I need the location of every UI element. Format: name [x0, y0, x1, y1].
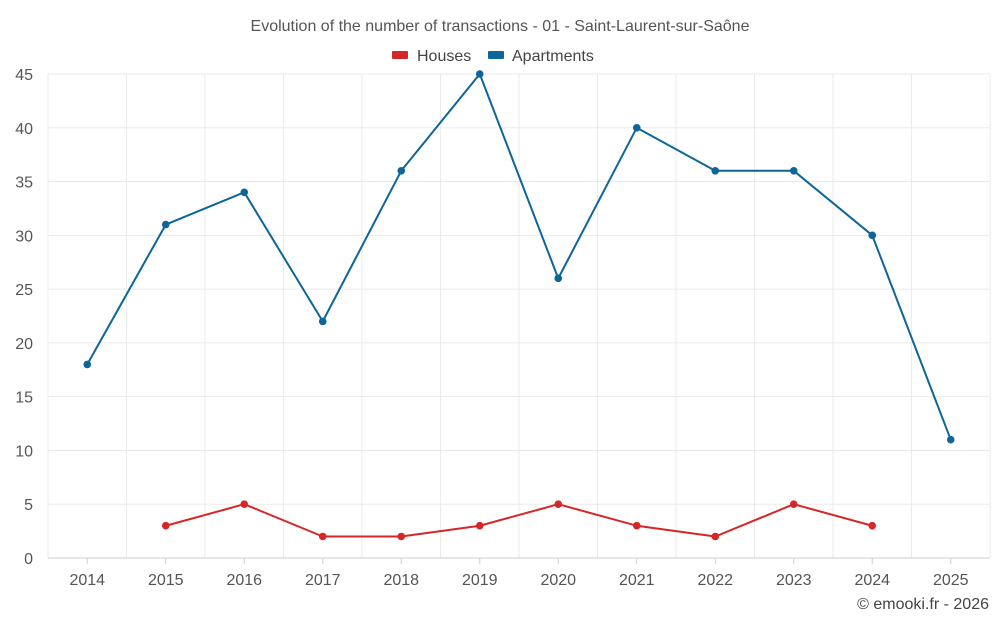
x-tick-label: 2024 — [854, 572, 890, 589]
plot-area — [83, 70, 955, 541]
y-tick-label: 15 — [15, 390, 33, 407]
y-tick-label: 45 — [15, 67, 33, 84]
data-point-apartments — [161, 220, 170, 229]
data-point-apartments — [554, 274, 563, 283]
grid — [47, 73, 991, 564]
x-tick-label: 2015 — [148, 572, 184, 589]
data-point-houses — [554, 500, 563, 509]
data-point-houses — [868, 521, 877, 530]
x-tick-label: 2021 — [619, 572, 655, 589]
x-tick-label: 2020 — [540, 572, 576, 589]
x-tick-label: 2022 — [697, 572, 733, 589]
data-point-apartments — [397, 167, 406, 175]
data-point-houses — [318, 532, 327, 541]
series-line-houses — [165, 503, 873, 538]
y-tick-label: 20 — [15, 336, 33, 353]
x-tick-label: 2017 — [305, 572, 341, 589]
x-tick-label: 2025 — [933, 572, 969, 589]
y-tick-label: 35 — [15, 175, 33, 192]
data-point-houses — [475, 521, 484, 530]
series-line-apartments — [86, 73, 952, 441]
y-tick-label: 40 — [15, 121, 33, 138]
data-point-apartments — [632, 123, 641, 132]
data-point-apartments — [789, 167, 798, 175]
y-tick-label: 30 — [15, 228, 33, 245]
credit-text: © emooki.fr - 2026 — [857, 596, 989, 613]
chart-title: Evolution of the number of transactions … — [251, 18, 750, 35]
legend-label-apartments: Apartments — [512, 48, 594, 65]
legend-swatch-apartments — [488, 51, 504, 59]
y-tick-label: 5 — [24, 497, 33, 514]
x-tick-label: 2019 — [462, 572, 498, 589]
y-axis: 0 5 10 15 20 25 30 35 40 45 — [15, 67, 33, 568]
data-point-houses — [632, 521, 641, 530]
legend-label-houses: Houses — [417, 48, 471, 65]
x-tick-label: 2014 — [69, 572, 105, 589]
data-point-apartments — [318, 317, 327, 326]
y-tick-label: 10 — [15, 443, 33, 460]
y-tick-label: 25 — [15, 282, 33, 299]
data-point-apartments — [475, 70, 484, 78]
data-point-apartments — [83, 360, 92, 369]
data-point-apartments — [711, 167, 720, 175]
data-point-apartments — [240, 188, 249, 197]
data-point-houses — [711, 532, 720, 541]
data-point-apartments — [868, 231, 877, 240]
y-tick-label: 0 — [24, 551, 33, 568]
data-point-houses — [161, 521, 170, 530]
data-point-apartments — [946, 435, 955, 444]
data-point-houses — [397, 532, 406, 541]
legend-swatch-houses — [392, 51, 408, 59]
legend: Houses Apartments — [392, 48, 594, 65]
x-tick-label: 2018 — [383, 572, 419, 589]
x-tick-label: 2016 — [226, 572, 262, 589]
data-point-houses — [789, 500, 798, 509]
data-point-houses — [240, 500, 249, 509]
x-axis: 2014 2015 2016 2017 2018 2019 2020 2021 2022 2023… — [69, 572, 968, 589]
x-tick-label: 2023 — [776, 572, 812, 589]
